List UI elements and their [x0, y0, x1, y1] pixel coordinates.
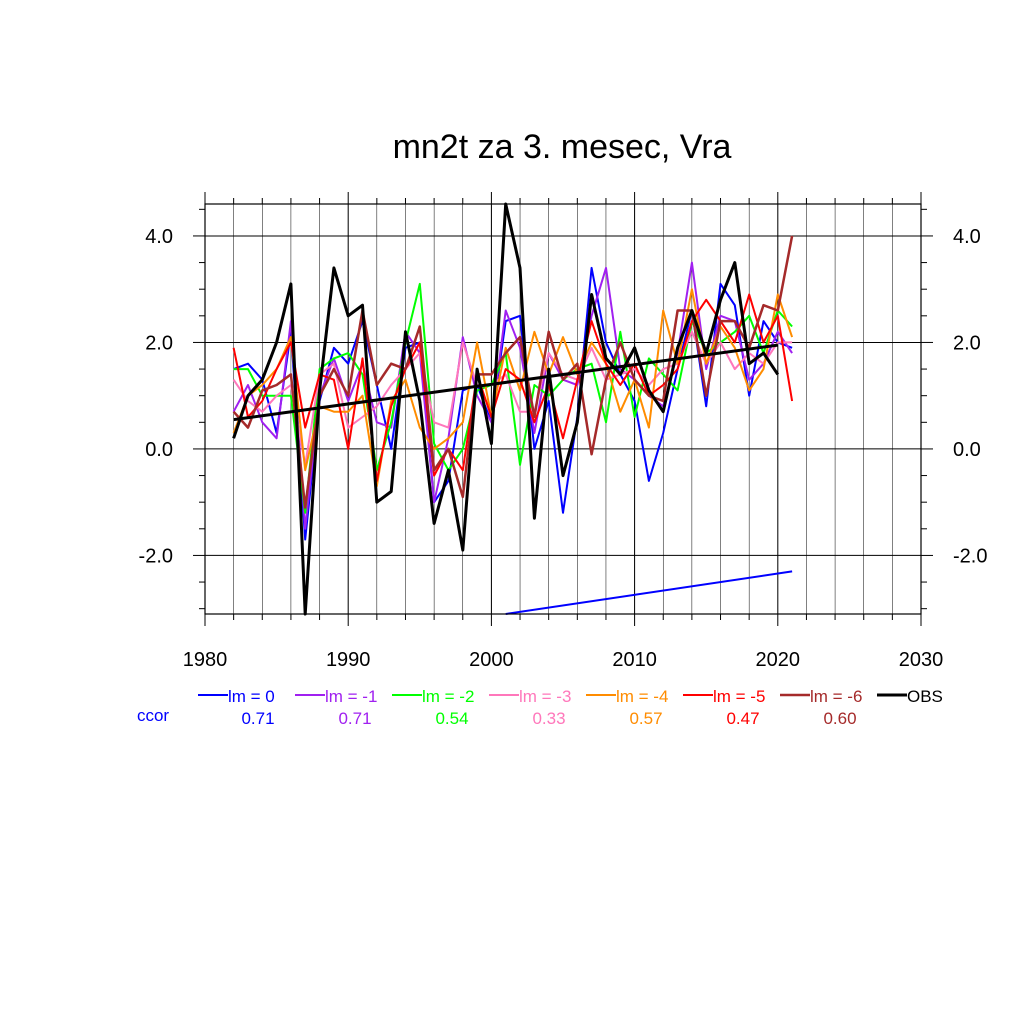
- y-tick-label-right: 4.0: [953, 226, 981, 248]
- legend-label: lm = -5: [713, 687, 765, 706]
- trend-line: [505, 570, 793, 615]
- y-tick-label-right: 0.0: [953, 439, 981, 461]
- x-tick-label: 2000: [469, 649, 514, 671]
- trend-line: [233, 343, 779, 422]
- legend-item: lm = -6 0.60: [780, 687, 862, 728]
- chart-title: mn2t za 3. mesec, Vra: [393, 128, 732, 166]
- legend-label: lm = -6: [810, 687, 862, 706]
- series-lines: [232, 202, 794, 616]
- legend-item: lm = -4 0.57: [586, 687, 668, 728]
- legend-label: lm = -4: [616, 687, 668, 706]
- x-tick-label: 2030: [899, 649, 944, 671]
- y-tick-label-left: 2.0: [145, 332, 173, 354]
- legend-item: lm = 0 0.71: [198, 687, 275, 728]
- axes: 1980 1990 2000 2010 2020 2030 -2.0 -2.0 0.0 0.0 2.…: [139, 192, 987, 671]
- legend-item: lm = -2 0.54: [392, 687, 474, 728]
- legend-item: lm = -1 0.71: [295, 687, 377, 728]
- legend-label: OBS: [907, 687, 943, 706]
- ccor-value: 0.57: [629, 709, 662, 728]
- ccor-label: ccor: [137, 706, 169, 725]
- y-tick-label-right: 2.0: [953, 332, 981, 354]
- legend-item: lm = -3 0.33: [489, 687, 571, 728]
- series-line-lm-5: [232, 293, 794, 482]
- legend-item: lm = -5 0.47: [683, 687, 765, 728]
- series-line-lm-4: [232, 288, 794, 488]
- y-tick-label-left: 0.0: [145, 439, 173, 461]
- ccor-value: 0.54: [435, 709, 468, 728]
- x-tick-label: 1980: [183, 649, 228, 671]
- ccor-value: 0.33: [532, 709, 565, 728]
- legend-label: lm = -3: [519, 687, 571, 706]
- legend-label: lm = 0: [228, 687, 275, 706]
- legend: lm = 0 0.71 lm = -1 0.71 lm = -2 0.54 lm = -3 0…: [198, 687, 943, 728]
- series-line-lm-2: [233, 282, 793, 514]
- y-tick-label-left: 4.0: [145, 226, 173, 248]
- series-line-lm-6: [232, 235, 794, 509]
- ccor-value: 0.71: [241, 709, 274, 728]
- legend-label: lm = -2: [422, 687, 474, 706]
- ccor-value: 0.60: [823, 709, 856, 728]
- legend-item: OBS: [877, 687, 943, 706]
- legend-label: lm = -1: [325, 687, 377, 706]
- x-tick-label: 2010: [612, 649, 657, 671]
- grid: [205, 204, 921, 614]
- trend-lines: [233, 343, 793, 615]
- y-tick-label-right: -2.0: [953, 545, 987, 567]
- x-tick-label: 2020: [756, 649, 801, 671]
- ccor-value: 0.71: [338, 709, 371, 728]
- ccor-value: 0.47: [726, 709, 759, 728]
- x-tick-label: 1990: [326, 649, 371, 671]
- y-tick-label-left: -2.0: [139, 545, 173, 567]
- plot-frame: [204, 203, 922, 615]
